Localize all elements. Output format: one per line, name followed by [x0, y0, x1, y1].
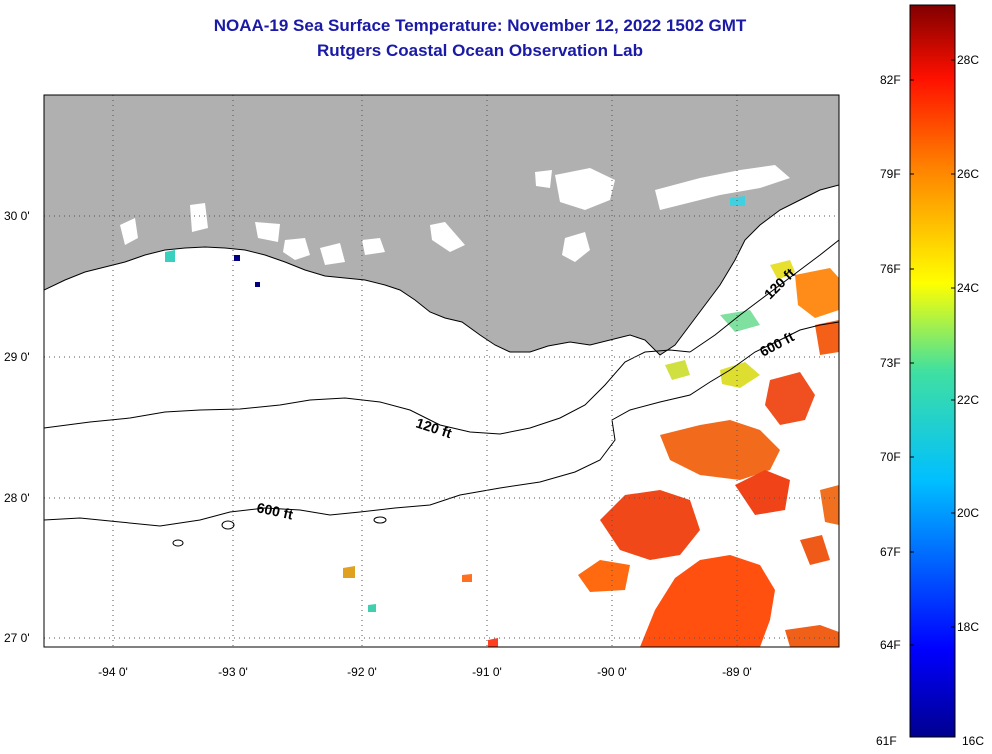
fahrenheit-scale: 82F 79F 76F 73F 70F 67F 64F 61F [876, 73, 901, 748]
lat-label: 27 0' [4, 631, 30, 645]
f-label: 67F [880, 545, 901, 559]
coastline [44, 184, 839, 356]
f-label: 79F [880, 167, 901, 181]
contour-label: 600 ft [255, 499, 294, 522]
lake [320, 243, 345, 265]
map-subtitle: Rutgers Coastal Ocean Observation Lab [317, 41, 643, 60]
lat-label: 30 0' [4, 209, 30, 223]
c-label: 22C [957, 393, 979, 407]
isobath-120ft-east [689, 239, 839, 353]
c-label: 18C [957, 620, 979, 634]
lon-label: -90 0' [597, 665, 627, 679]
map-title: NOAA-19 Sea Surface Temperature: Novembe… [213, 16, 747, 35]
lon-label: -92 0' [347, 665, 377, 679]
c-label: 26C [957, 167, 979, 181]
c-label: 24C [957, 281, 979, 295]
f-label: 76F [880, 262, 901, 276]
lake [430, 222, 465, 252]
shoal [172, 539, 184, 547]
lon-label: -91 0' [472, 665, 502, 679]
lon-label: -94 0' [98, 665, 128, 679]
colorbar [909, 4, 956, 738]
celsius-scale: 28C 26C 24C 22C 20C 18C 16C [957, 53, 984, 748]
lake [562, 232, 590, 262]
lake [555, 168, 615, 210]
f-label: 61F [876, 734, 897, 748]
shoal [221, 520, 235, 530]
lake [283, 238, 310, 260]
lake [535, 170, 552, 188]
lake [190, 203, 208, 232]
lake [362, 238, 385, 255]
graticule [44, 95, 839, 647]
c-label: 20C [957, 506, 979, 520]
shoal [373, 516, 387, 524]
lat-label: 29 0' [4, 350, 30, 364]
f-label: 82F [880, 73, 901, 87]
lat-label: 28 0' [4, 491, 30, 505]
c-label: 28C [957, 53, 979, 67]
lake [655, 165, 790, 210]
lake [255, 222, 280, 242]
f-label: 73F [880, 356, 901, 370]
isobath-600ft [44, 321, 839, 527]
f-label: 70F [880, 450, 901, 464]
sst-patches [165, 196, 839, 647]
f-label: 64F [880, 638, 901, 652]
c-label: 16C [962, 734, 984, 748]
lake [120, 218, 138, 245]
lon-label: -93 0' [218, 665, 248, 679]
lon-label: -89 0' [722, 665, 752, 679]
map-frame [43, 94, 840, 648]
isobath-120ft [44, 349, 691, 435]
